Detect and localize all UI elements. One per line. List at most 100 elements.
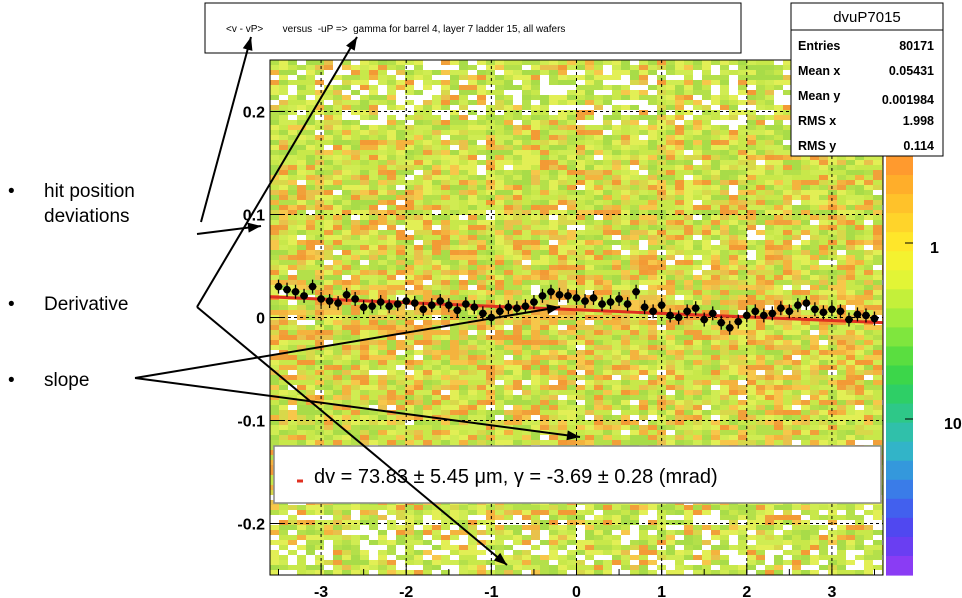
stats-label: RMS y — [798, 139, 836, 153]
profile-point — [538, 288, 547, 303]
annotation-text: hit position — [44, 181, 135, 202]
profile-point — [368, 299, 377, 314]
fit-result-text: dv = 73.83 ± 5.45 μm, γ = -3.69 ± 0.28 (… — [314, 466, 718, 488]
profile-point — [810, 302, 819, 317]
profile-point — [334, 296, 343, 311]
palette-segment — [886, 327, 913, 348]
annotation-text: deviations — [44, 206, 130, 227]
x-tick-label: 1 — [657, 584, 666, 598]
stats-label: Mean y — [798, 89, 840, 103]
profile-point — [555, 287, 564, 302]
palette-segment — [886, 441, 913, 462]
x-axis: -3 -2 -1 0 1 2 3 — [278, 563, 875, 598]
palette-segment — [886, 213, 913, 233]
profile-point — [674, 310, 683, 325]
palette-segment — [886, 156, 913, 176]
profile-point — [606, 295, 615, 310]
profile-point — [504, 300, 513, 315]
profile-point — [700, 312, 709, 327]
profile-point — [683, 304, 692, 319]
profile-point — [419, 302, 428, 317]
profile-point — [317, 291, 326, 306]
profile-point — [691, 301, 700, 316]
palette-segment — [886, 251, 913, 271]
x-tick-label: 2 — [742, 584, 751, 598]
profile-point — [776, 301, 785, 316]
profile-point — [870, 311, 879, 326]
color-scale-label: 10 — [944, 416, 962, 433]
profile-point — [529, 295, 538, 310]
profile-point — [283, 282, 292, 297]
profile-point — [300, 288, 309, 303]
profile-point — [827, 302, 836, 317]
profile-point — [751, 304, 760, 319]
profile-point — [393, 297, 402, 312]
grid-lines — [270, 60, 883, 575]
profile-point — [308, 279, 317, 294]
palette-segment — [886, 232, 913, 252]
stats-label: Mean x — [798, 64, 840, 78]
profile-point — [342, 287, 351, 302]
annotation-item: • hit position deviations — [8, 181, 135, 227]
profile-point — [861, 308, 870, 323]
profile-point — [589, 290, 598, 305]
palette-segment — [886, 346, 913, 367]
profile-point — [470, 300, 479, 315]
profile-point — [725, 320, 734, 335]
palette-segment — [886, 270, 913, 290]
bullet: • — [8, 294, 15, 315]
profile-point — [640, 300, 649, 315]
palette-segment — [886, 308, 913, 329]
profile-point — [708, 306, 717, 321]
annotation-text: Derivative — [44, 294, 128, 315]
x-tick-label: -3 — [314, 584, 328, 598]
profile-point — [359, 300, 368, 315]
profile-point — [274, 279, 283, 294]
palette-segment — [886, 175, 913, 195]
annotation-item: • slope — [8, 370, 89, 391]
y-tick-label: 0.2 — [243, 105, 265, 122]
profile-point — [351, 291, 360, 306]
profile-point — [521, 299, 530, 314]
profile-point — [623, 297, 632, 312]
profile-point — [385, 299, 394, 314]
x-tick-label: -1 — [484, 584, 498, 598]
profile-point — [546, 284, 555, 299]
profile-point — [444, 298, 453, 313]
palette-segment — [886, 498, 913, 519]
palette-segment — [886, 555, 913, 576]
profile-point — [666, 308, 675, 323]
annotation-item: • Derivative — [8, 294, 128, 315]
y-tick-label: -0.1 — [237, 414, 265, 431]
profile-point — [436, 294, 445, 309]
profile-point — [495, 304, 504, 319]
arrow — [200, 36, 253, 223]
profile-point — [793, 298, 802, 313]
bullet: • — [8, 370, 15, 391]
profile-point — [325, 294, 334, 309]
palette-segment — [886, 194, 913, 214]
profile-point — [853, 307, 862, 322]
profile-point — [402, 294, 411, 309]
chart-title: <v - vP> versus -uP => gamma for barrel … — [226, 24, 565, 35]
profile-point — [563, 288, 572, 303]
stats-value: 0.114 — [903, 139, 934, 153]
stats-value: 80171 — [899, 39, 934, 53]
profile-point — [598, 297, 607, 312]
stats-label: RMS x — [798, 114, 836, 128]
profile-point — [427, 298, 436, 313]
x-tick-label: 0 — [572, 584, 581, 598]
palette-segment — [886, 536, 913, 557]
color-scale-label: 1 — [930, 240, 939, 257]
annotation-arrows — [134, 36, 581, 566]
color-scale-bar — [886, 156, 913, 576]
arrow — [134, 304, 561, 379]
x-tick-label: 3 — [827, 584, 836, 598]
profile-point — [291, 284, 300, 299]
arrow — [196, 36, 358, 308]
title-box — [204, 2, 742, 54]
palette-segment — [886, 403, 913, 424]
palette-segment — [886, 384, 913, 405]
profile-point — [657, 298, 666, 313]
